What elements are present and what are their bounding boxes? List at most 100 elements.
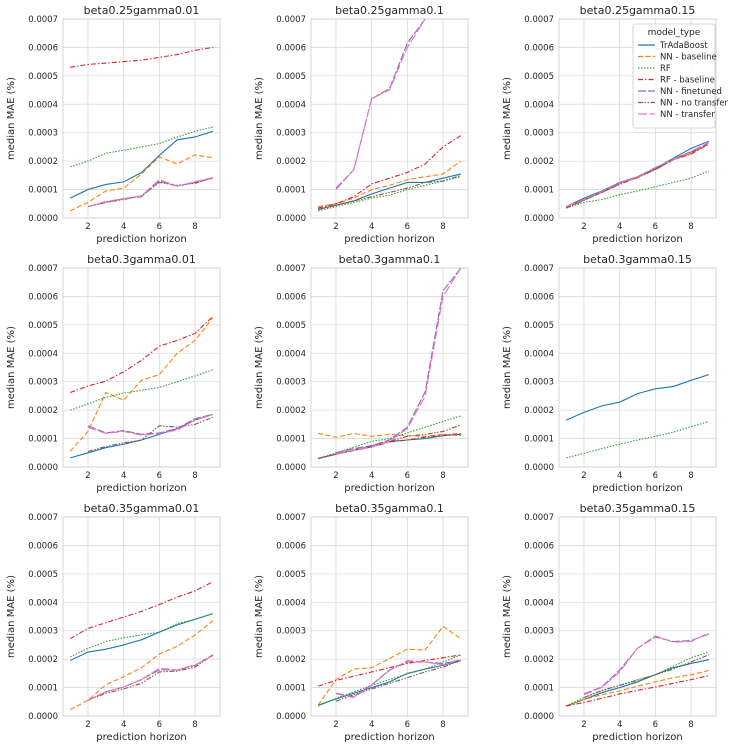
subplot-title: beta0.35gamma0.01: [84, 502, 200, 515]
subplot-4: 0.0000 0.0001 0.0002 0.0003 0.0004 0.0005 0.00…: [6, 253, 221, 494]
legend-title: model_type: [648, 28, 701, 38]
plot-frame: [558, 18, 717, 219]
y-axis-label: median MAE (%): [254, 575, 265, 658]
series-line-rf: [69, 126, 213, 168]
y-tick-label: 0.0002: [524, 406, 554, 416]
series-line-nn-transfer: [335, 19, 426, 190]
y-tick-label: 0.0005: [524, 72, 554, 82]
x-tick-label: 8: [688, 720, 693, 730]
y-tick-label: 0.0003: [524, 627, 554, 637]
y-tick-label: 0.0002: [524, 655, 554, 665]
y-tick-label: 0.0001: [276, 435, 306, 445]
y-tick-label: 0.0003: [28, 129, 58, 139]
series-line-rf-baseline: [318, 135, 462, 209]
series-line-tradaboost: [318, 173, 461, 211]
series-line-nn-no-transfer: [87, 177, 214, 208]
x-tick-label: 6: [405, 471, 410, 481]
y-tick-label: 0.0005: [524, 570, 554, 580]
series-line-tradaboost: [69, 130, 214, 199]
y-tick-label: 0.0002: [524, 157, 554, 167]
x-tick-label: 4: [121, 222, 126, 232]
y-tick-label: 0.0002: [28, 406, 58, 416]
y-tick-label: 0.0006: [276, 43, 306, 53]
x-tick-label: 6: [653, 720, 658, 730]
plot-frame: [558, 516, 717, 717]
subplot-title: beta0.3gamma0.01: [87, 253, 196, 266]
x-tick-label: 8: [440, 222, 445, 232]
y-tick-label: 0.0006: [276, 292, 306, 302]
y-axis-label: median MAE (%): [254, 77, 265, 160]
series-line-nn-baseline: [69, 154, 213, 212]
y-tick-label: 0.0006: [524, 43, 554, 53]
series-line-nn-no-transfer: [565, 143, 710, 209]
subplot-title: beta0.3gamma0.1: [339, 253, 441, 266]
series-line-rf: [69, 369, 214, 411]
x-tick-label: 6: [405, 720, 410, 730]
y-tick-label: 0.0007: [524, 513, 554, 523]
y-tick-label: 0.0004: [28, 349, 58, 359]
y-tick-label: 0.0003: [524, 378, 554, 388]
x-axis-label: prediction horizon: [96, 732, 186, 743]
y-axis-label: median MAE (%): [254, 326, 265, 409]
x-tick-label: 6: [653, 471, 658, 481]
x-tick-label: 8: [192, 471, 197, 481]
x-tick-label: 4: [369, 471, 374, 481]
series-line-nn-transfer: [335, 268, 462, 455]
y-tick-label: 0.0004: [276, 100, 306, 110]
subplot-title: beta0.25gamma0.01: [84, 4, 200, 17]
series-line-nn-transfer: [565, 142, 710, 208]
x-tick-label: 2: [85, 222, 90, 232]
series-line-rf-baseline: [317, 654, 461, 687]
y-tick-label: 0.0006: [28, 43, 58, 53]
y-tick-label: 0.0005: [28, 72, 58, 82]
plot-area: [63, 268, 220, 467]
subplot-8: 0.0000 0.0001 0.0002 0.0003 0.0004 0.0005 0.00…: [254, 502, 469, 743]
plot-area: [559, 517, 716, 716]
series-line-nn-transfer: [335, 658, 462, 699]
series-line-nn-transfer: [87, 413, 214, 436]
legend-entry-label: NN - no transfer: [660, 99, 729, 109]
series-line-nn-finetuned: [87, 413, 213, 435]
series-line-nn-baseline: [317, 625, 462, 706]
x-tick-label: 2: [581, 720, 586, 730]
x-axis-label: prediction horizon: [592, 483, 682, 494]
y-tick-label: 0.0007: [276, 264, 306, 274]
y-tick-label: 0.0000: [276, 463, 306, 473]
x-tick-label: 4: [121, 471, 126, 481]
series-line-tradaboost: [565, 374, 710, 421]
y-tick-label: 0.0007: [28, 15, 58, 25]
series-line-rf-baseline: [69, 581, 214, 640]
series-line-nn-baseline: [318, 432, 461, 438]
subplot-1: 0.0000 0.0001 0.0002 0.0003 0.0004 0.0005 0.00…: [6, 4, 221, 245]
series-line-nn-no-transfer: [87, 416, 214, 452]
plot-area: [559, 268, 716, 467]
plot-frame: [310, 267, 469, 468]
x-tick-label: 2: [333, 222, 338, 232]
x-tick-label: 2: [581, 471, 586, 481]
y-tick-label: 0.0000: [28, 712, 58, 722]
plot-area: [63, 19, 220, 218]
y-tick-label: 0.0004: [28, 598, 58, 608]
subplot-title: beta0.35gamma0.1: [335, 502, 444, 515]
y-tick-label: 0.0000: [524, 214, 554, 224]
y-tick-label: 0.0001: [276, 186, 306, 196]
plot-frame: [310, 18, 469, 219]
y-axis-label: median MAE (%): [6, 575, 17, 658]
y-tick-label: 0.0003: [276, 627, 306, 637]
y-tick-label: 0.0004: [28, 100, 58, 110]
y-tick-label: 0.0004: [276, 349, 306, 359]
y-tick-label: 0.0006: [28, 292, 58, 302]
x-tick-label: 2: [85, 720, 90, 730]
y-tick-label: 0.0006: [524, 541, 554, 551]
y-tick-label: 0.0002: [28, 655, 58, 665]
y-tick-label: 0.0001: [28, 186, 58, 196]
series-line-tradaboost: [317, 660, 462, 706]
y-tick-label: 0.0005: [276, 321, 306, 331]
subplot-title: beta0.35gamma0.15: [580, 502, 696, 515]
x-tick-label: 2: [333, 720, 338, 730]
y-tick-label: 0.0002: [276, 157, 306, 167]
x-tick-label: 2: [333, 471, 338, 481]
y-tick-label: 0.0007: [276, 15, 306, 25]
series-line-rf-baseline: [566, 675, 709, 707]
plot-area: [311, 517, 468, 716]
